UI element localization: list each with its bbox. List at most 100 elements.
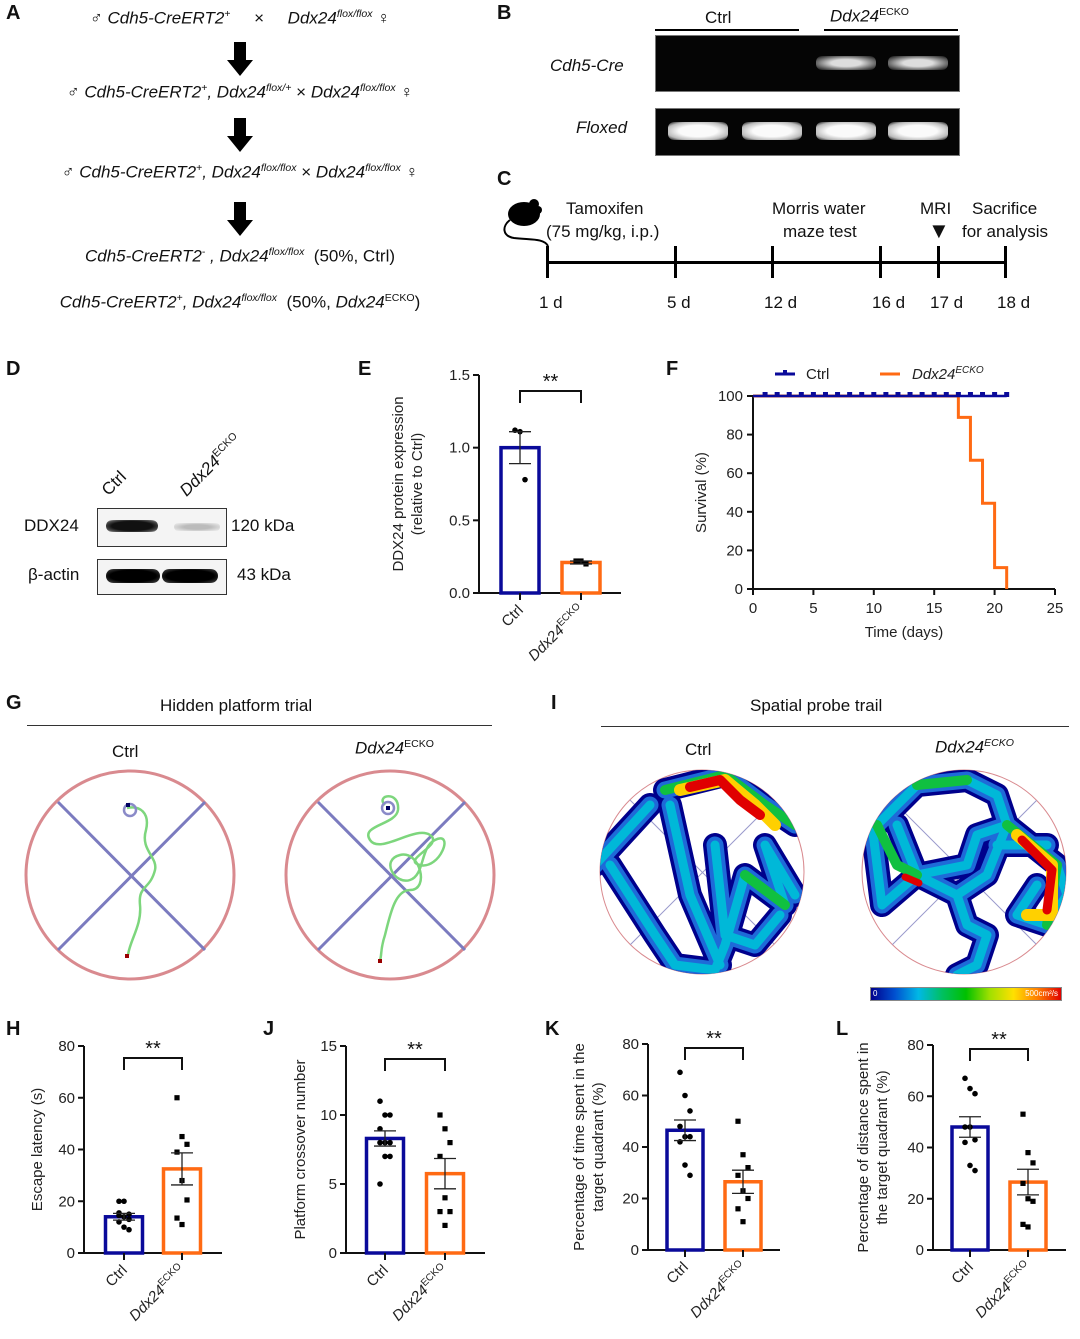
y-axis-label: DDX24 protein expression bbox=[390, 396, 407, 571]
title-rule bbox=[27, 725, 492, 726]
timeline-tick bbox=[937, 246, 940, 278]
data-point bbox=[442, 1126, 448, 1132]
male-symbol: ♂ bbox=[61, 162, 75, 182]
data-point bbox=[447, 1209, 453, 1215]
y-tick-label: 40 bbox=[622, 1139, 639, 1156]
start-point bbox=[125, 954, 129, 958]
y-axis-label: (relative to Ctrl) bbox=[409, 433, 426, 536]
censor-mark bbox=[907, 392, 913, 397]
track-label-ctrl: Ctrl bbox=[112, 742, 139, 761]
gel-group-ctrl: Ctrl bbox=[705, 8, 732, 27]
data-point bbox=[1025, 1150, 1031, 1156]
censor-mark bbox=[810, 392, 816, 397]
data-point bbox=[962, 1124, 968, 1130]
lane-label-ko: Ddx24ECKO bbox=[175, 430, 240, 500]
bar-ctrl bbox=[665, 1128, 705, 1252]
gel-band bbox=[742, 122, 802, 140]
data-point bbox=[1020, 1221, 1026, 1227]
female-symbol: ♀ bbox=[405, 162, 419, 182]
heat-hotspot bbox=[685, 775, 765, 820]
significance-bracket bbox=[684, 1047, 744, 1060]
blot-row-label-ddx24: DDX24 bbox=[24, 516, 79, 535]
significance-label: ** bbox=[407, 1039, 423, 1061]
bar-ctrl bbox=[499, 445, 541, 595]
genotype: Cdh5-CreERT2 bbox=[84, 82, 202, 102]
male-symbol: ♂ bbox=[90, 8, 103, 28]
bar-ctrl bbox=[950, 1125, 990, 1252]
cross-symbol: × bbox=[301, 162, 312, 182]
data-point bbox=[174, 1215, 180, 1221]
censor-mark bbox=[786, 392, 792, 397]
significance-label: ** bbox=[991, 1029, 1007, 1051]
data-point bbox=[179, 1221, 185, 1228]
data-point bbox=[1030, 1198, 1036, 1204]
data-point bbox=[377, 1181, 383, 1187]
chart-l: 0 20 40 60 80 Percentage of distance spent in… bbox=[855, 1029, 1066, 1322]
data-point bbox=[687, 1133, 693, 1140]
panel-label-g: G bbox=[6, 692, 22, 714]
genotype: Ddx24 bbox=[315, 162, 366, 182]
data-point bbox=[447, 1140, 453, 1146]
chart-k: 0 20 40 60 80 Percentage of time spent in the… bbox=[571, 1028, 780, 1322]
colorbar-max: 500cm²/s bbox=[1025, 989, 1058, 998]
heatmap-label-ko: Ddx24ECKO bbox=[935, 737, 1014, 757]
data-point bbox=[1025, 1224, 1031, 1230]
significance-label: ** bbox=[706, 1028, 722, 1050]
timeline-tick bbox=[1004, 246, 1007, 278]
genotype: Ddx24 bbox=[310, 82, 360, 102]
significance-bracket bbox=[384, 1058, 446, 1071]
censor-mark bbox=[871, 392, 877, 397]
y-tick-label: 5 bbox=[329, 1176, 337, 1193]
data-point bbox=[184, 1141, 190, 1147]
bar-ko bbox=[560, 560, 602, 595]
x-tick-label: 15 bbox=[926, 600, 943, 617]
y-axis-label: Escape latency (s) bbox=[29, 1088, 46, 1211]
x-tick-label: Ddx24ECKO bbox=[524, 601, 588, 665]
censor-mark bbox=[895, 392, 901, 397]
data-point bbox=[121, 1224, 127, 1230]
platform-marker bbox=[380, 800, 396, 816]
female-symbol: ♀ bbox=[377, 8, 390, 28]
event-sacrifice-sub: for analysis bbox=[962, 222, 1048, 241]
x-tick-label: 10 bbox=[865, 600, 882, 617]
trial-title-probe: Spatial probe trail bbox=[750, 696, 883, 715]
y-tick-label: 20 bbox=[907, 1191, 924, 1208]
event-mwm-sub: maze test bbox=[783, 222, 857, 241]
panel-label-f: F bbox=[666, 358, 679, 380]
blot-band bbox=[106, 520, 158, 532]
y-tick-label: 1.5 bbox=[449, 367, 470, 384]
censor-mark bbox=[774, 392, 780, 397]
data-point bbox=[677, 1069, 683, 1076]
data-point bbox=[387, 1139, 393, 1146]
data-point bbox=[387, 1153, 393, 1160]
x-tick-label: Ctrl bbox=[363, 1262, 392, 1291]
censor-mark bbox=[1004, 392, 1010, 397]
censor-mark bbox=[883, 392, 889, 397]
data-point bbox=[437, 1112, 443, 1118]
legend-label-ctrl: Ctrl bbox=[806, 366, 829, 383]
blot-band bbox=[106, 569, 160, 583]
down-arrow-icon bbox=[227, 202, 253, 236]
timeline-tick bbox=[674, 246, 677, 278]
gel-band bbox=[816, 56, 876, 70]
x-tick-label: 25 bbox=[1047, 600, 1064, 617]
data-point bbox=[1025, 1196, 1031, 1202]
data-point bbox=[677, 1123, 683, 1130]
blot-size-ddx24: 120 kDa bbox=[231, 516, 295, 535]
data-point bbox=[972, 1090, 978, 1097]
blot-size-actin: 43 kDa bbox=[237, 565, 291, 584]
data-point bbox=[1020, 1180, 1026, 1186]
start-point bbox=[378, 959, 382, 963]
panel-label-j: J bbox=[263, 1018, 275, 1040]
data-point bbox=[682, 1162, 688, 1168]
data-point bbox=[126, 1226, 132, 1233]
swim-path bbox=[367, 795, 446, 961]
y-tick-label: 10 bbox=[320, 1107, 337, 1124]
chart-j: 0 5 10 15 Platform crossover number CtrlDdx24… bbox=[292, 1038, 485, 1325]
quadrant-line bbox=[56, 800, 207, 952]
y-tick-label: 0.5 bbox=[449, 512, 470, 529]
y-tick-label: 60 bbox=[907, 1088, 924, 1105]
event-tamoxifen-dose: (75 mg/kg, i.p.) bbox=[546, 222, 660, 241]
pcr-gel-floxed bbox=[655, 108, 960, 156]
data-point bbox=[972, 1167, 978, 1174]
